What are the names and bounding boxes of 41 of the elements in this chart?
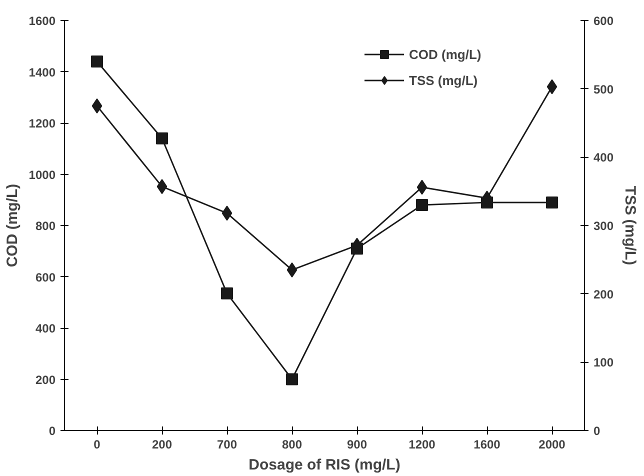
y-tick-label: 0 bbox=[48, 424, 56, 438]
y-tick-label: 200 bbox=[35, 372, 56, 387]
y2-tick-label: 100 bbox=[594, 356, 614, 370]
y-tick-label: 800 bbox=[35, 219, 56, 233]
point bbox=[221, 287, 233, 300]
point bbox=[91, 56, 103, 68]
x-tick-label: 800 bbox=[282, 438, 302, 452]
x-tick-label: 2000 bbox=[538, 438, 566, 452]
y2-tick-label: 600 bbox=[594, 14, 614, 28]
point bbox=[416, 180, 428, 195]
point bbox=[156, 179, 168, 194]
x-tick-label: 1600 bbox=[474, 438, 501, 452]
point bbox=[92, 98, 102, 114]
point bbox=[222, 206, 232, 221]
point bbox=[286, 262, 298, 278]
y2-tick-label: 300 bbox=[594, 219, 614, 233]
x-tick-label: 1200 bbox=[408, 438, 436, 452]
x-tick-label: 700 bbox=[216, 438, 238, 452]
y-tick-label: 600 bbox=[35, 270, 56, 284]
y2-tick-label: 500 bbox=[594, 82, 614, 96]
y2-tick-label: 0 bbox=[594, 424, 600, 438]
x-axis-title: Dosage of RIS (mg/L) bbox=[248, 456, 400, 474]
x-tick-label: 0 bbox=[94, 438, 101, 452]
point bbox=[546, 79, 558, 94]
x-tick-label: 900 bbox=[346, 438, 368, 452]
y2-axis-title: TSS (mg/L) bbox=[622, 186, 639, 266]
legend-label: TSS (mg/L) bbox=[409, 72, 478, 88]
y2-tick-label: 400 bbox=[594, 150, 614, 165]
point bbox=[156, 132, 168, 144]
y-tick-label: 1000 bbox=[28, 168, 56, 182]
point bbox=[546, 196, 558, 208]
legend-label: COD (mg/L) bbox=[409, 46, 482, 62]
y-axis-title: COD (mg/L) bbox=[4, 184, 21, 268]
x-tick-label: 200 bbox=[152, 438, 172, 452]
y-tick-label: 1600 bbox=[28, 14, 56, 28]
point bbox=[286, 373, 298, 386]
y-tick-label: 400 bbox=[35, 322, 56, 336]
y-tick-label: 1200 bbox=[28, 116, 56, 130]
y2-tick-label: 200 bbox=[594, 287, 614, 302]
y-tick-label: 1400 bbox=[28, 65, 56, 80]
point bbox=[416, 199, 428, 211]
